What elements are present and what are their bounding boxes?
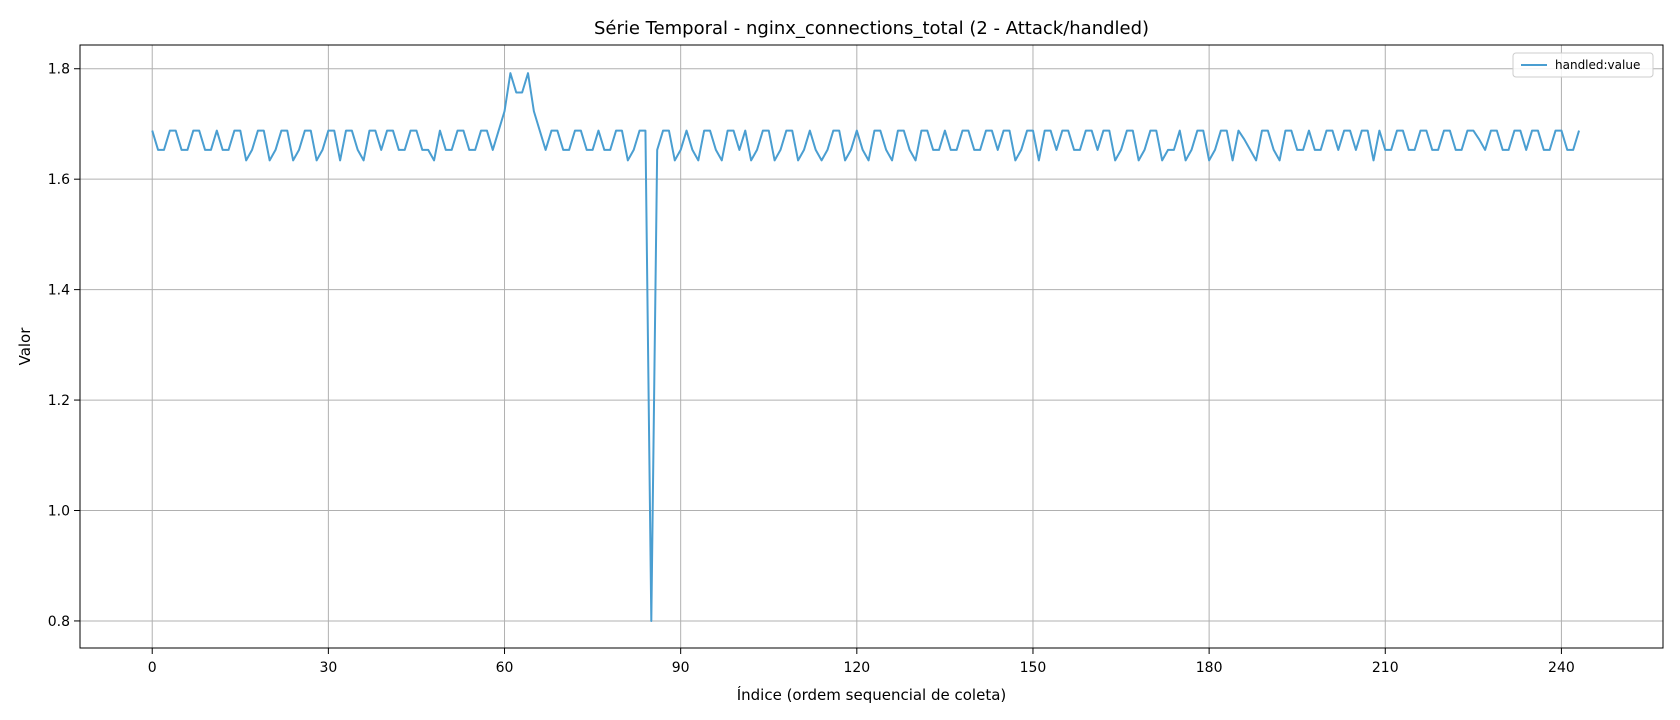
grid-lines [80,45,1663,648]
y-tick-label: 1.0 [48,504,70,520]
x-tick-label: 0 [148,660,157,676]
y-tick-label: 1.6 [48,172,70,188]
x-tick-label: 60 [496,660,514,676]
y-tick-label: 1.2 [48,393,70,409]
x-tick-label: 30 [319,660,337,676]
legend: handled:value [1512,52,1654,78]
y-tick-label: 0.8 [48,614,70,630]
y-axis-label: Valor [16,327,34,366]
x-tick-label: 120 [843,660,870,676]
x-tick-label: 180 [1196,660,1223,676]
x-tick-label: 240 [1548,660,1575,676]
y-tick-label: 1.4 [48,283,70,299]
legend-label-handled: handled:value [1555,58,1640,72]
series-layer [151,72,1580,622]
series-line-handled-value [151,72,1580,622]
plot-frame [79,44,1664,649]
chart-title: Série Temporal - nginx_connections_total… [594,18,1149,39]
x-axis-label: Índice (ordem sequencial de coleta) [737,685,1007,704]
y-tick-label: 1.8 [48,62,70,78]
axes: 0 30 60 90 120 150 180 210 240 0.8 1.0 1.2 1.4 1.6 1.8 [48,62,1575,676]
x-tick-label: 210 [1372,660,1399,676]
legend-box [1512,52,1654,78]
x-tick-label: 150 [1020,660,1047,676]
x-tick-label: 90 [672,660,690,676]
